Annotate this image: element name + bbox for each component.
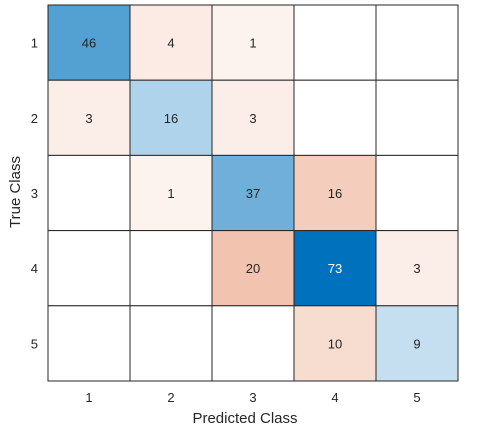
y-tick-label: 4 xyxy=(31,261,38,276)
y-axis-label: True Class xyxy=(7,156,24,228)
cell-r1-c4 xyxy=(293,4,377,81)
cell-value-r3-c4: 16 xyxy=(328,186,342,201)
cell-r2-c1 xyxy=(47,79,131,156)
x-tick-label: 1 xyxy=(85,390,92,405)
y-tick-label: 1 xyxy=(31,36,38,51)
cell-value-r1-c3: 1 xyxy=(249,36,256,51)
tick-labels: 1 2 3 4 5 1 2 3 4 5 xyxy=(31,36,421,405)
cell-value-r4-c3: 20 xyxy=(246,261,260,276)
cell-value-r4-c4: 73 xyxy=(328,261,342,276)
cell-value-r1-c2: 4 xyxy=(167,36,174,51)
cell-r5-c5 xyxy=(375,305,459,382)
cell-value-r2-c3: 3 xyxy=(249,111,256,126)
x-tick-label: 2 xyxy=(167,390,174,405)
cell-r4-c5 xyxy=(375,230,459,307)
cell-r4-c1 xyxy=(47,230,131,307)
cell-r2-c5 xyxy=(375,79,459,156)
cell-r3-c1 xyxy=(47,154,131,232)
heatmap-cells: 46 4 1 3 16 3 1 37 16 20 73 3 10 9 xyxy=(47,4,459,382)
cell-r5-c1 xyxy=(47,305,131,382)
cell-value-r2-c2: 16 xyxy=(164,111,178,126)
cell-r1-c3 xyxy=(211,4,295,81)
x-axis-label: Predicted Class xyxy=(192,410,297,427)
cell-r2-c4 xyxy=(293,79,377,156)
cell-r3-c3 xyxy=(211,154,295,232)
cell-value-r4-c5: 3 xyxy=(413,261,420,276)
cell-r5-c2 xyxy=(129,305,213,382)
y-tick-label: 2 xyxy=(31,111,38,126)
cell-r1-c1 xyxy=(47,4,131,81)
cell-r3-c5 xyxy=(375,154,459,232)
x-tick-label: 3 xyxy=(249,390,256,405)
x-tick-label: 4 xyxy=(331,390,338,405)
y-tick-label: 5 xyxy=(31,336,38,351)
cell-r4-c3 xyxy=(211,230,295,307)
cell-r1-c2 xyxy=(129,4,213,81)
cell-value-r3-c3: 37 xyxy=(246,186,260,201)
cell-r5-c3 xyxy=(211,305,295,382)
cell-value-r5-c5: 9 xyxy=(413,336,420,351)
cell-value-r5-c4: 10 xyxy=(328,336,342,351)
cell-r4-c2 xyxy=(129,230,213,307)
cell-value-r3-c2: 1 xyxy=(167,186,174,201)
x-tick-label: 5 xyxy=(413,390,420,405)
y-tick-label: 3 xyxy=(31,186,38,201)
cell-r2-c3 xyxy=(211,79,295,156)
cell-value-r1-c1: 46 xyxy=(82,36,96,51)
cell-r2-c2 xyxy=(129,79,213,156)
cell-r5-c4 xyxy=(293,305,377,382)
cell-value-r2-c1: 3 xyxy=(85,111,92,126)
cell-r1-c5 xyxy=(375,4,459,81)
